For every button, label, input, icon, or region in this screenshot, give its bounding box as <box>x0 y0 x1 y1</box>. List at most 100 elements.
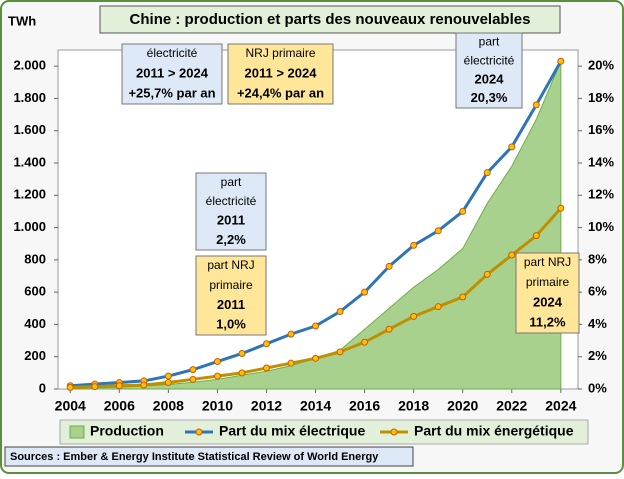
point <box>557 57 565 65</box>
y2-tick-label: 6% <box>588 284 607 299</box>
chart-title: Chine : production et parts des nouveaux… <box>130 11 531 28</box>
x-tick-label: 2010 <box>202 398 233 414</box>
title-box <box>99 5 561 34</box>
annotation-box <box>195 255 267 336</box>
x-tick-label: 2024 <box>545 398 576 414</box>
y-tick-label: 800 <box>24 251 46 266</box>
point <box>557 204 565 212</box>
x-tick-label: 2022 <box>496 398 527 414</box>
y2-tick-label: 16% <box>588 122 614 137</box>
y-tick-label: 200 <box>24 348 46 363</box>
x-tick-label: 2020 <box>447 398 478 414</box>
legend-marker <box>195 428 203 436</box>
point <box>385 262 393 270</box>
annotation-text: primaire <box>526 275 570 289</box>
annotation-box <box>515 252 580 334</box>
annotation-text: 2024 <box>533 294 563 309</box>
y2-tick-label: 2% <box>588 348 607 363</box>
annotation-text: 11,2% <box>529 314 566 329</box>
y-tick-label: 1.400 <box>13 154 46 169</box>
legend-swatch <box>69 425 85 439</box>
annotation-box <box>455 32 523 109</box>
point <box>508 143 516 151</box>
legend-marker <box>390 428 398 436</box>
annotation-text: 2011 <box>217 297 245 312</box>
source-box <box>4 446 414 467</box>
y-tick-label: 1.600 <box>13 122 46 137</box>
annotation-text: NRJ primaire <box>245 46 315 60</box>
point <box>434 303 442 311</box>
legend-box <box>59 419 589 445</box>
point <box>312 354 320 362</box>
legend-label: Part du mix énergétique <box>414 423 574 439</box>
x-tick-label: 2004 <box>55 398 86 414</box>
y2-tick-label: 0% <box>588 380 607 395</box>
y-tick-label: 1.800 <box>13 90 46 105</box>
point <box>262 340 270 348</box>
annotation-box <box>121 43 223 105</box>
annotation-text: 20,3% <box>471 90 508 105</box>
annotation-text: +24,4% par an <box>237 85 324 100</box>
y-tick-label: 400 <box>24 316 46 331</box>
annotation-text: électricité <box>464 53 515 67</box>
point <box>213 358 221 366</box>
point <box>483 169 491 177</box>
point <box>238 369 246 377</box>
point <box>336 308 344 316</box>
point <box>483 270 491 278</box>
source: Sources : Ember & Energy Institute Stati… <box>10 451 379 463</box>
point <box>164 379 172 387</box>
point <box>91 383 99 391</box>
point <box>262 364 270 372</box>
annotation-text: électricité <box>206 194 257 208</box>
annotation-text: part <box>221 175 242 189</box>
annotation-text: part <box>479 35 500 49</box>
point <box>287 330 295 338</box>
y-tick-label: 0 <box>39 380 46 395</box>
x-tick-label: 2012 <box>251 398 282 414</box>
annotation-text: primaire <box>209 278 253 292</box>
y-axis-label: TWh <box>8 13 36 28</box>
point <box>532 232 540 240</box>
point <box>508 251 516 259</box>
annotation-text: 2011 > 2024 <box>136 65 209 80</box>
point <box>238 349 246 357</box>
x-tick-label: 2008 <box>153 398 184 414</box>
y2-tick-label: 12% <box>588 187 614 202</box>
y-tick-label: 1.000 <box>13 219 46 234</box>
point <box>532 101 540 109</box>
x-tick-label: 2018 <box>398 398 429 414</box>
y-tick-label: 1.200 <box>13 187 46 202</box>
annotation-text: part NRJ <box>524 255 571 269</box>
point <box>434 227 442 235</box>
y2-tick-label: 20% <box>588 58 614 73</box>
point <box>66 383 74 391</box>
y-tick-label: 600 <box>24 284 46 299</box>
point <box>287 359 295 367</box>
legend-label: Production <box>90 423 164 439</box>
x-tick-label: 2014 <box>300 398 331 414</box>
point <box>140 381 148 389</box>
y2-tick-label: 4% <box>588 316 607 331</box>
point <box>164 372 172 380</box>
point <box>189 375 197 383</box>
y2-tick-label: 18% <box>588 90 614 105</box>
point <box>115 382 123 390</box>
y2-tick-label: 14% <box>588 154 614 169</box>
point <box>336 348 344 356</box>
point <box>410 241 418 249</box>
annotation-text: 1,0% <box>216 317 246 332</box>
point <box>459 207 467 215</box>
point <box>361 338 369 346</box>
annotation-text: +25,7% par an <box>128 85 215 100</box>
legend-label: Part du mix électrique <box>219 423 365 439</box>
annotation-box <box>195 172 267 251</box>
y2-tick-label: 10% <box>588 219 614 234</box>
y2-tick-label: 8% <box>588 251 607 266</box>
annotation-text: 2,2% <box>216 232 246 247</box>
x-tick-label: 2016 <box>349 398 380 414</box>
annotation-text: 2011 <box>217 213 245 228</box>
point <box>189 366 197 374</box>
point <box>312 322 320 330</box>
